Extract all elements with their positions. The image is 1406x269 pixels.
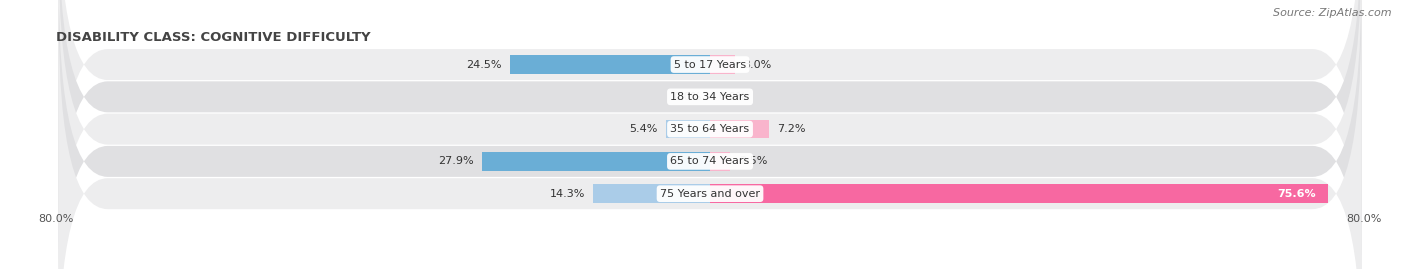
FancyBboxPatch shape [59, 0, 1361, 269]
FancyBboxPatch shape [59, 0, 1361, 269]
Text: 5 to 17 Years: 5 to 17 Years [673, 59, 747, 70]
Text: 2.5%: 2.5% [738, 156, 768, 167]
Text: 35 to 64 Years: 35 to 64 Years [671, 124, 749, 134]
Text: DISABILITY CLASS: COGNITIVE DIFFICULTY: DISABILITY CLASS: COGNITIVE DIFFICULTY [56, 31, 371, 44]
Bar [710, 152, 731, 171]
Text: 7.2%: 7.2% [778, 124, 806, 134]
Bar [710, 120, 769, 139]
Bar [593, 184, 710, 203]
Text: 18 to 34 Years: 18 to 34 Years [671, 92, 749, 102]
Text: 0.0%: 0.0% [673, 92, 702, 102]
Text: 3.0%: 3.0% [742, 59, 770, 70]
Bar [482, 152, 710, 171]
Text: 75.6%: 75.6% [1277, 189, 1316, 199]
Text: 75 Years and over: 75 Years and over [659, 189, 761, 199]
FancyBboxPatch shape [59, 16, 1361, 269]
Bar [510, 55, 710, 74]
Bar [710, 55, 734, 74]
Text: 65 to 74 Years: 65 to 74 Years [671, 156, 749, 167]
Text: 27.9%: 27.9% [439, 156, 474, 167]
FancyBboxPatch shape [59, 0, 1361, 269]
Text: 5.4%: 5.4% [630, 124, 658, 134]
Text: 14.3%: 14.3% [550, 189, 585, 199]
Text: 24.5%: 24.5% [467, 59, 502, 70]
Text: Source: ZipAtlas.com: Source: ZipAtlas.com [1274, 8, 1392, 18]
Bar [710, 184, 1327, 203]
Bar [666, 120, 710, 139]
Text: 0.0%: 0.0% [718, 92, 747, 102]
FancyBboxPatch shape [59, 0, 1361, 243]
